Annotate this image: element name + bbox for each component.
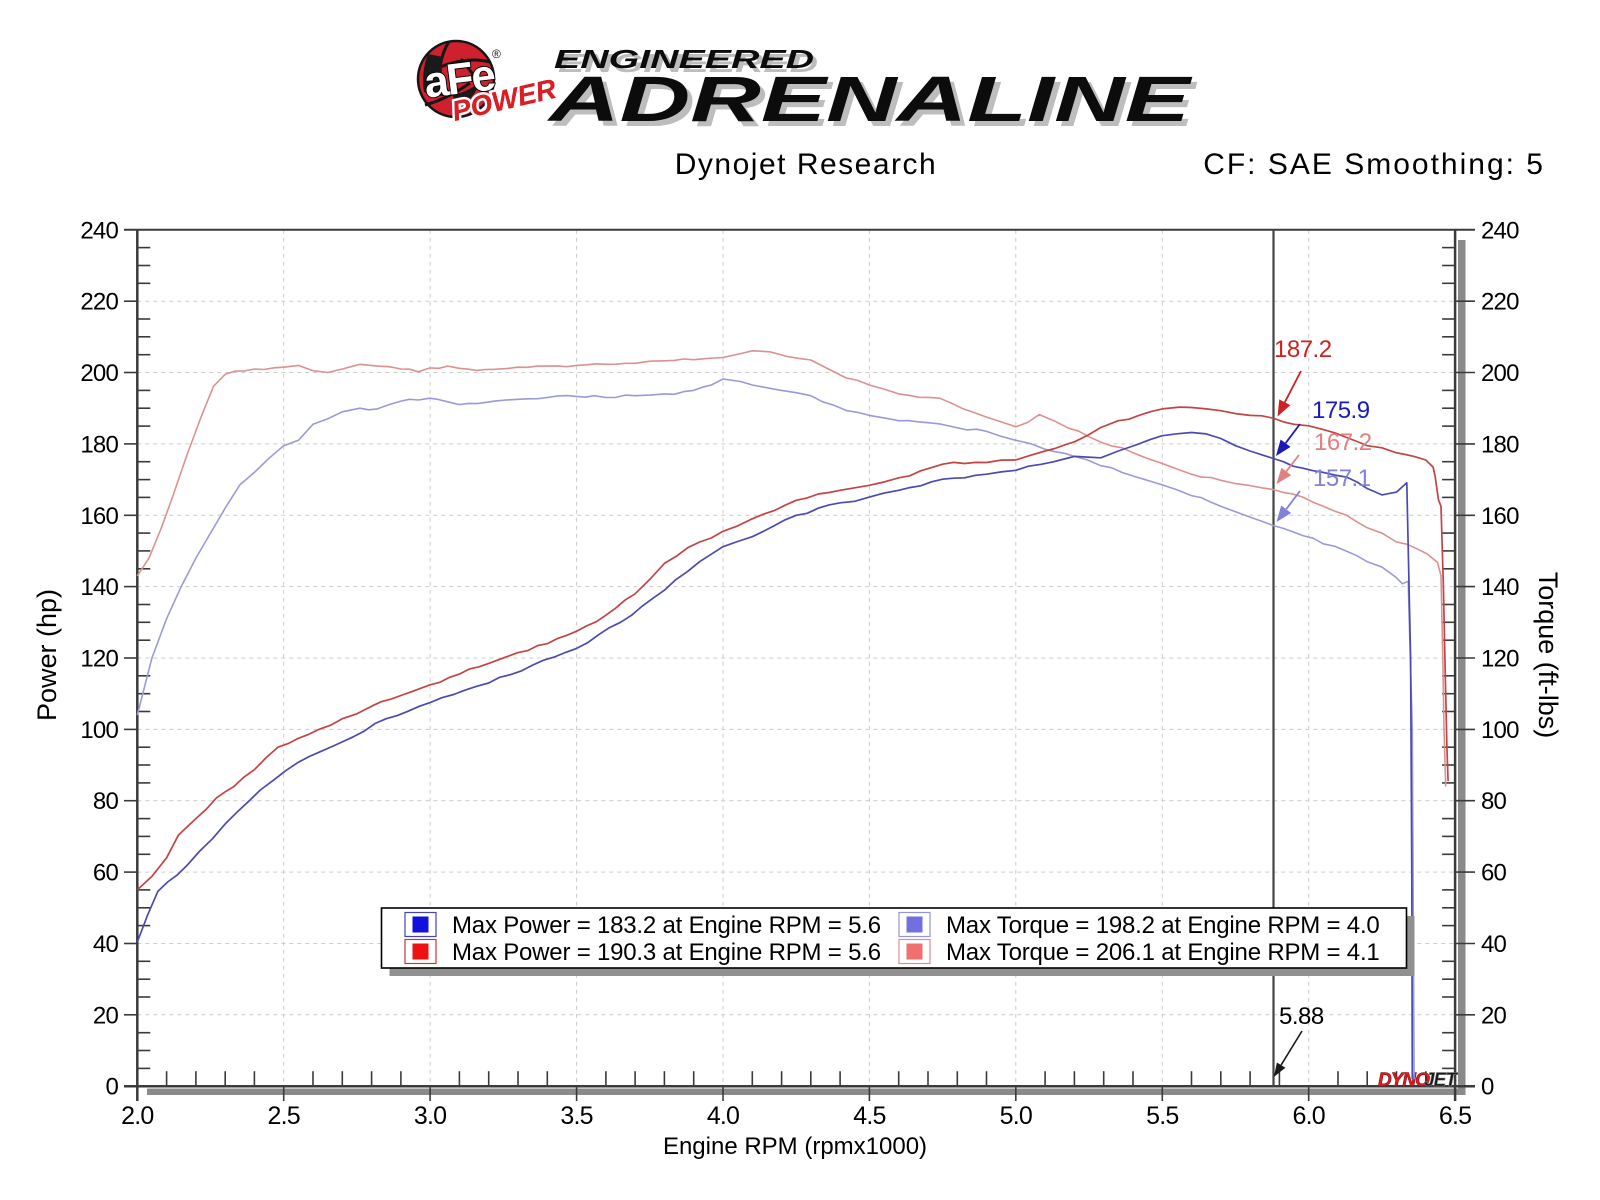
svg-text:240: 240 [80, 217, 118, 244]
svg-text:180: 180 [80, 431, 118, 458]
svg-text:157.1: 157.1 [1313, 465, 1371, 492]
svg-text:160: 160 [1481, 503, 1519, 530]
svg-text:ENGINEERED: ENGINEERED [558, 48, 818, 78]
svg-text:80: 80 [1481, 788, 1507, 815]
svg-text:220: 220 [1481, 289, 1519, 316]
svg-text:200: 200 [80, 360, 118, 387]
svg-text:Max Torque = 206.1 at Engine R: Max Torque = 206.1 at Engine RPM = 4.1 [946, 939, 1380, 966]
svg-text:®: ® [492, 47, 501, 61]
svg-text:140: 140 [80, 574, 118, 601]
svg-text:5.5: 5.5 [1146, 1102, 1178, 1130]
svg-text:JET: JET [1424, 1070, 1458, 1091]
svg-text:3.0: 3.0 [414, 1102, 446, 1130]
svg-text:Max Power = 183.2 at Engine RP: Max Power = 183.2 at Engine RPM = 5.6 [452, 912, 881, 939]
svg-text:240: 240 [1481, 217, 1519, 244]
svg-text:Max Torque = 198.2 at Engine R: Max Torque = 198.2 at Engine RPM = 4.0 [946, 912, 1380, 939]
svg-text:140: 140 [1481, 574, 1519, 601]
svg-text:6.0: 6.0 [1293, 1102, 1325, 1130]
svg-text:60: 60 [93, 860, 119, 887]
svg-text:3.5: 3.5 [560, 1102, 592, 1130]
svg-text:20: 20 [1481, 1002, 1507, 1029]
svg-text:40: 40 [1481, 931, 1507, 958]
svg-text:CF: SAE Smoothing: 5: CF: SAE Smoothing: 5 [1203, 148, 1545, 181]
svg-text:167.2: 167.2 [1314, 429, 1372, 456]
svg-text:Dynojet Research: Dynojet Research [675, 148, 937, 181]
svg-text:80: 80 [93, 788, 119, 815]
svg-text:200: 200 [1481, 360, 1519, 387]
svg-text:Max Power = 190.3 at Engine RP: Max Power = 190.3 at Engine RPM = 5.6 [452, 939, 881, 966]
svg-text:5.0: 5.0 [1000, 1102, 1032, 1130]
svg-text:160: 160 [80, 503, 118, 530]
svg-text:100: 100 [80, 717, 118, 744]
svg-text:DYNO: DYNO [1378, 1070, 1430, 1091]
svg-text:4.5: 4.5 [853, 1102, 885, 1130]
svg-text:Torque (ft-lbs): Torque (ft-lbs) [1533, 572, 1563, 739]
svg-text:2.5: 2.5 [268, 1102, 300, 1130]
svg-text:60: 60 [1481, 860, 1507, 887]
svg-text:2.0: 2.0 [121, 1102, 153, 1130]
svg-text:100: 100 [1481, 717, 1519, 744]
svg-text:Engine RPM (rpmx1000): Engine RPM (rpmx1000) [663, 1133, 927, 1160]
svg-text:20: 20 [93, 1002, 119, 1029]
svg-text:180: 180 [1481, 431, 1519, 458]
svg-text:ADRENALINE: ADRENALINE [551, 68, 1199, 140]
svg-text:187.2: 187.2 [1274, 336, 1332, 363]
svg-text:0: 0 [1481, 1074, 1494, 1101]
svg-text:ENGINEERED: ENGINEERED [554, 44, 814, 74]
svg-text:6.5: 6.5 [1439, 1102, 1471, 1130]
svg-text:0: 0 [105, 1074, 118, 1101]
svg-text:220: 220 [80, 289, 118, 316]
svg-text:120: 120 [1481, 646, 1519, 673]
svg-text:aFe: aFe [421, 51, 497, 108]
svg-text:175.9: 175.9 [1312, 397, 1370, 424]
svg-text:Power (hp): Power (hp) [32, 589, 62, 721]
svg-text:120: 120 [80, 646, 118, 673]
svg-text:ADRENALINE: ADRENALINE [546, 63, 1194, 135]
svg-text:4.0: 4.0 [707, 1102, 739, 1130]
svg-text:40: 40 [93, 931, 119, 958]
svg-text:5.88: 5.88 [1279, 1003, 1324, 1030]
